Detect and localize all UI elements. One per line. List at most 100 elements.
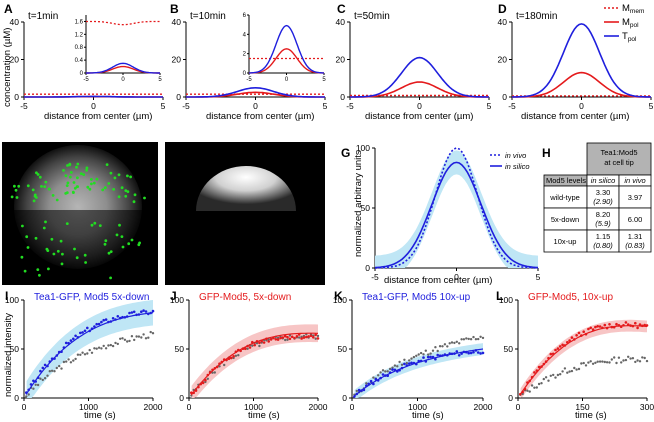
- panel-f-background: [165, 142, 325, 285]
- data-point-wildtype: [526, 389, 529, 392]
- y-tick-label: 40: [336, 17, 346, 27]
- title-l: GFP-Mod5, 10x-up: [528, 292, 613, 303]
- data-point-wildtype: [286, 338, 289, 341]
- data-point-mutant: [288, 337, 292, 341]
- spot-marker: [33, 194, 37, 198]
- data-point-wildtype: [556, 373, 560, 377]
- inset-y-tick-label: 4: [243, 32, 247, 38]
- data-point-wildtype: [427, 353, 430, 356]
- xlabel-b: distance from center (µm): [206, 111, 314, 122]
- data-point-mutant: [39, 369, 42, 373]
- data-point-wildtype: [43, 377, 47, 380]
- series-tpol: [24, 95, 163, 98]
- spot-marker: [23, 269, 27, 273]
- data-point-wildtype: [631, 357, 635, 360]
- table-cell-vivo: 3.97: [628, 193, 643, 202]
- label-l: L: [496, 289, 503, 303]
- data-point-wildtype: [638, 360, 642, 363]
- data-point-mutant: [86, 326, 89, 330]
- data-point-mutant: [269, 338, 273, 341]
- data-point-mutant: [244, 347, 247, 351]
- spot-marker: [75, 165, 78, 169]
- data-point-wildtype: [74, 357, 77, 361]
- y-tick-label: 20: [498, 55, 508, 65]
- xlabel-c: distance from center (µm): [365, 111, 473, 122]
- spot-marker: [47, 187, 51, 191]
- spot-marker: [13, 184, 16, 188]
- data-point-mutant: [290, 335, 294, 339]
- confidence-band: [520, 319, 647, 398]
- data-point-wildtype: [128, 339, 131, 343]
- data-point-wildtype: [477, 337, 480, 341]
- spot-marker: [129, 175, 133, 179]
- table-row: 5x-down 8.20 (5.9) 6.00: [543, 207, 652, 231]
- spot-marker: [38, 273, 41, 277]
- table-header-line1: Tea1:Mod5: [600, 148, 637, 157]
- spot-marker: [47, 267, 50, 271]
- data-point-wildtype: [645, 359, 649, 363]
- x-tick-label: 5: [487, 101, 492, 111]
- data-point-mutant: [302, 336, 306, 339]
- label-c: C: [337, 2, 346, 16]
- data-point-wildtype: [605, 361, 609, 364]
- series-tpol: [350, 56, 489, 98]
- y-tick-label: 20: [172, 55, 182, 65]
- data-point-wildtype: [379, 371, 382, 374]
- spot-marker: [90, 182, 93, 186]
- x-tick-label: -5: [371, 272, 379, 282]
- spot-marker: [92, 181, 96, 185]
- data-point-wildtype: [86, 352, 89, 355]
- data-point-wildtype: [629, 357, 632, 360]
- data-point-mutant: [79, 331, 82, 335]
- g-legend-invivo: in vivo: [505, 151, 526, 160]
- data-point-wildtype: [469, 338, 473, 341]
- spot-marker: [34, 236, 38, 240]
- data-point-wildtype: [246, 347, 249, 350]
- table-col-label: Mod5 levels: [546, 176, 586, 185]
- data-point-wildtype: [563, 367, 567, 370]
- data-point-wildtype: [624, 358, 628, 362]
- data-point-mutant: [436, 353, 440, 357]
- data-point-wildtype: [142, 333, 145, 336]
- data-point-mutant: [248, 346, 252, 349]
- table-cell-level: 5x-down: [551, 215, 579, 224]
- data-point-mutant: [300, 337, 303, 340]
- data-point-mutant: [549, 352, 553, 356]
- data-point-wildtype: [109, 343, 113, 347]
- spot-marker: [126, 190, 130, 194]
- g-legend-insilico: in silico: [505, 162, 530, 171]
- confidence-band: [26, 300, 154, 398]
- spot-marker: [143, 196, 146, 200]
- inset-x-tick-label: 0: [121, 77, 125, 83]
- x-tick-label: 0: [350, 402, 355, 412]
- data-point-mutant: [104, 318, 108, 321]
- spot-marker: [117, 173, 121, 177]
- data-point-mutant: [253, 343, 256, 347]
- data-point-wildtype: [267, 338, 270, 341]
- spot-marker: [103, 186, 107, 190]
- legend-tpol-label: Tpol: [622, 31, 637, 43]
- y-tick-label: 100: [5, 295, 19, 305]
- data-point-mutant: [305, 335, 308, 339]
- data-point-wildtype: [615, 361, 618, 365]
- data-point-wildtype: [627, 355, 630, 358]
- data-point-wildtype: [147, 336, 150, 339]
- data-point-wildtype: [403, 358, 406, 361]
- data-point-wildtype: [610, 358, 613, 361]
- confidence-band: [354, 343, 483, 398]
- data-point-wildtype: [412, 355, 416, 359]
- data-point-mutant: [283, 334, 287, 338]
- data-point-wildtype: [415, 354, 418, 357]
- g-legend: in vivo in silico: [490, 151, 530, 171]
- data-point-mutant: [201, 381, 205, 385]
- axes-l: 0 150 300 0 50 100 GFP-Mod5, 10x-up: [499, 292, 654, 412]
- y-tick-label: 0: [508, 393, 513, 403]
- y-tick-label: 100: [170, 295, 184, 305]
- data-point-wildtype: [573, 366, 576, 370]
- data-point-mutant: [568, 339, 571, 342]
- data-point-mutant: [457, 354, 461, 357]
- x-tick-label: 2000: [144, 402, 163, 412]
- data-point-wildtype: [34, 383, 37, 386]
- axes-i: 0 1000 2000 0 50 100 Tea1-GFP, Mod5 5x-down: [5, 292, 163, 412]
